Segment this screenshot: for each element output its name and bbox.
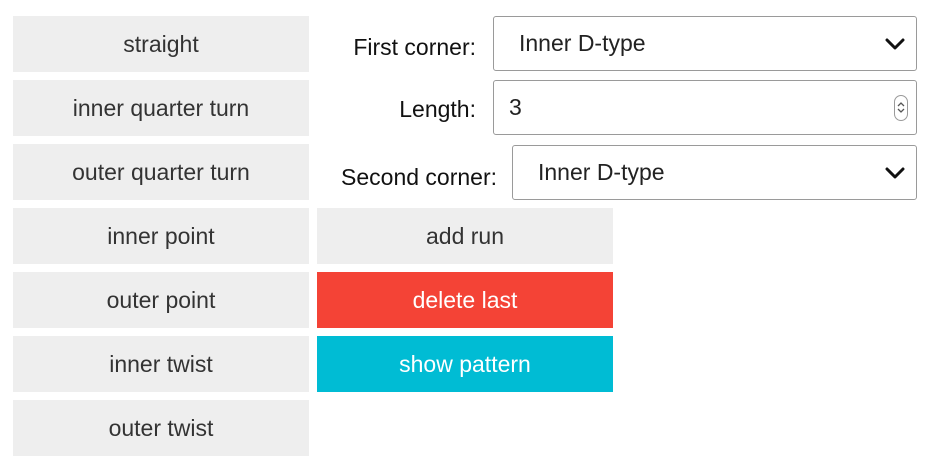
outer-quarter-turn-button[interactable]: outer quarter turn xyxy=(13,144,309,200)
outer-point-button[interactable]: outer point xyxy=(13,272,309,328)
delete-last-button-label: delete last xyxy=(412,286,518,313)
second-corner-value: Inner D-type xyxy=(538,159,665,185)
delete-last-button[interactable]: delete last xyxy=(317,272,613,328)
straight-button[interactable]: straight xyxy=(13,16,309,72)
inner-twist-button-label: inner twist xyxy=(109,350,213,377)
first-corner-label: First corner: xyxy=(353,34,476,60)
outer-twist-button[interactable]: outer twist xyxy=(13,400,309,456)
chevron-down-icon xyxy=(884,33,906,55)
inner-point-button[interactable]: inner point xyxy=(13,208,309,264)
inner-point-button-label: inner point xyxy=(107,222,215,249)
outer-twist-button-label: outer twist xyxy=(108,414,214,441)
second-corner-label: Second corner: xyxy=(341,164,497,190)
inner-quarter-turn-button[interactable]: inner quarter turn xyxy=(13,80,309,136)
inner-quarter-turn-button-label: inner quarter turn xyxy=(72,94,250,121)
first-corner-select[interactable]: Inner D-type xyxy=(493,16,917,71)
length-input[interactable]: 3 xyxy=(493,80,917,135)
up-down-stepper-icon[interactable] xyxy=(894,94,908,121)
length-value: 3 xyxy=(509,94,522,120)
inner-twist-button[interactable]: inner twist xyxy=(13,336,309,392)
chevron-down-icon xyxy=(884,162,906,184)
show-pattern-button-label: show pattern xyxy=(399,350,531,377)
first-corner-value: Inner D-type xyxy=(519,30,646,56)
outer-quarter-turn-button-label: outer quarter turn xyxy=(72,158,250,185)
second-corner-select[interactable]: Inner D-type xyxy=(512,145,917,200)
add-run-button-label: add run xyxy=(425,222,504,249)
straight-button-label: straight xyxy=(123,30,199,57)
show-pattern-button[interactable]: show pattern xyxy=(317,336,613,392)
outer-point-button-label: outer point xyxy=(106,286,216,313)
length-label: Length: xyxy=(399,96,476,122)
add-run-button[interactable]: add run xyxy=(317,208,613,264)
